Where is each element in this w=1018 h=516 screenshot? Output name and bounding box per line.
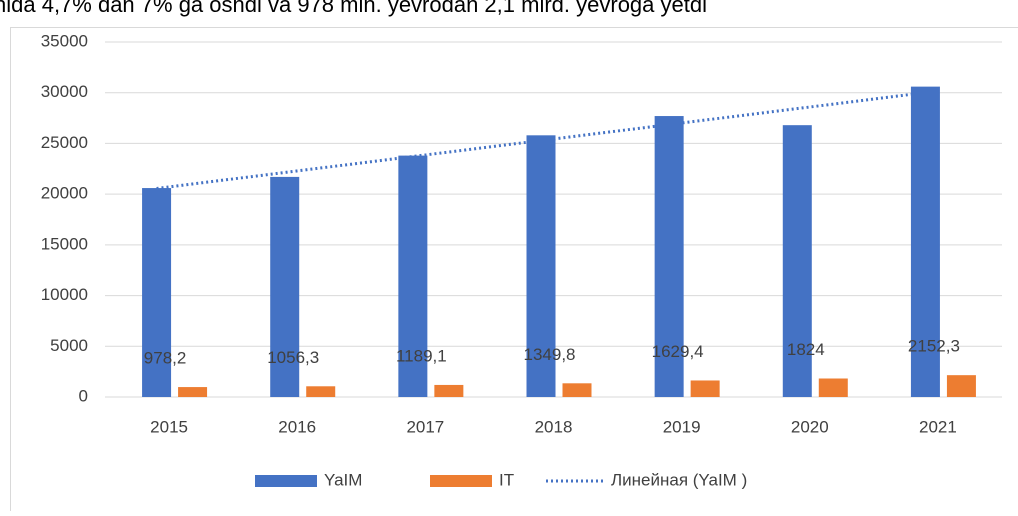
y-tick-label: 20000 <box>41 184 88 203</box>
data-label: 1629,4 <box>652 342 704 361</box>
bar <box>434 385 463 397</box>
legend-label: YaIM <box>324 470 362 489</box>
x-tick-label: 2017 <box>406 417 444 436</box>
data-label: 1056,3 <box>267 348 319 367</box>
x-tick-label: 2021 <box>919 417 957 436</box>
y-tick-label: 5000 <box>50 336 88 355</box>
x-tick-label: 2019 <box>663 417 701 436</box>
y-tick-label: 10000 <box>41 285 88 304</box>
x-tick-label: 2016 <box>278 417 316 436</box>
bar <box>947 375 976 397</box>
data-label: 2152,3 <box>908 337 960 356</box>
bar <box>691 380 720 397</box>
data-label: 1349,8 <box>524 345 576 364</box>
bar <box>306 386 335 397</box>
y-tick-label: 25000 <box>41 133 88 152</box>
legend-swatch <box>430 475 492 487</box>
x-tick-label: 2020 <box>791 417 829 436</box>
heading: hida 4,7% dan 7% ga oshdi va 978 mln. ye… <box>0 0 707 17</box>
y-tick-label: 0 <box>79 386 88 405</box>
y-tick-label: 35000 <box>41 31 88 50</box>
x-tick-label: 2018 <box>535 417 573 436</box>
y-tick-label: 30000 <box>41 82 88 101</box>
legend-swatch <box>255 475 317 487</box>
data-label: 978,2 <box>144 349 187 368</box>
bar <box>178 387 207 397</box>
legend-label: IT <box>499 470 514 489</box>
legend-label: Линейная (YaIM ) <box>611 470 747 489</box>
bar <box>563 383 592 397</box>
y-tick-label: 15000 <box>41 234 88 253</box>
x-tick-label: 2015 <box>150 417 188 436</box>
bar <box>819 378 848 397</box>
data-label: 1824 <box>787 340 825 359</box>
data-label: 1189,1 <box>396 346 447 365</box>
